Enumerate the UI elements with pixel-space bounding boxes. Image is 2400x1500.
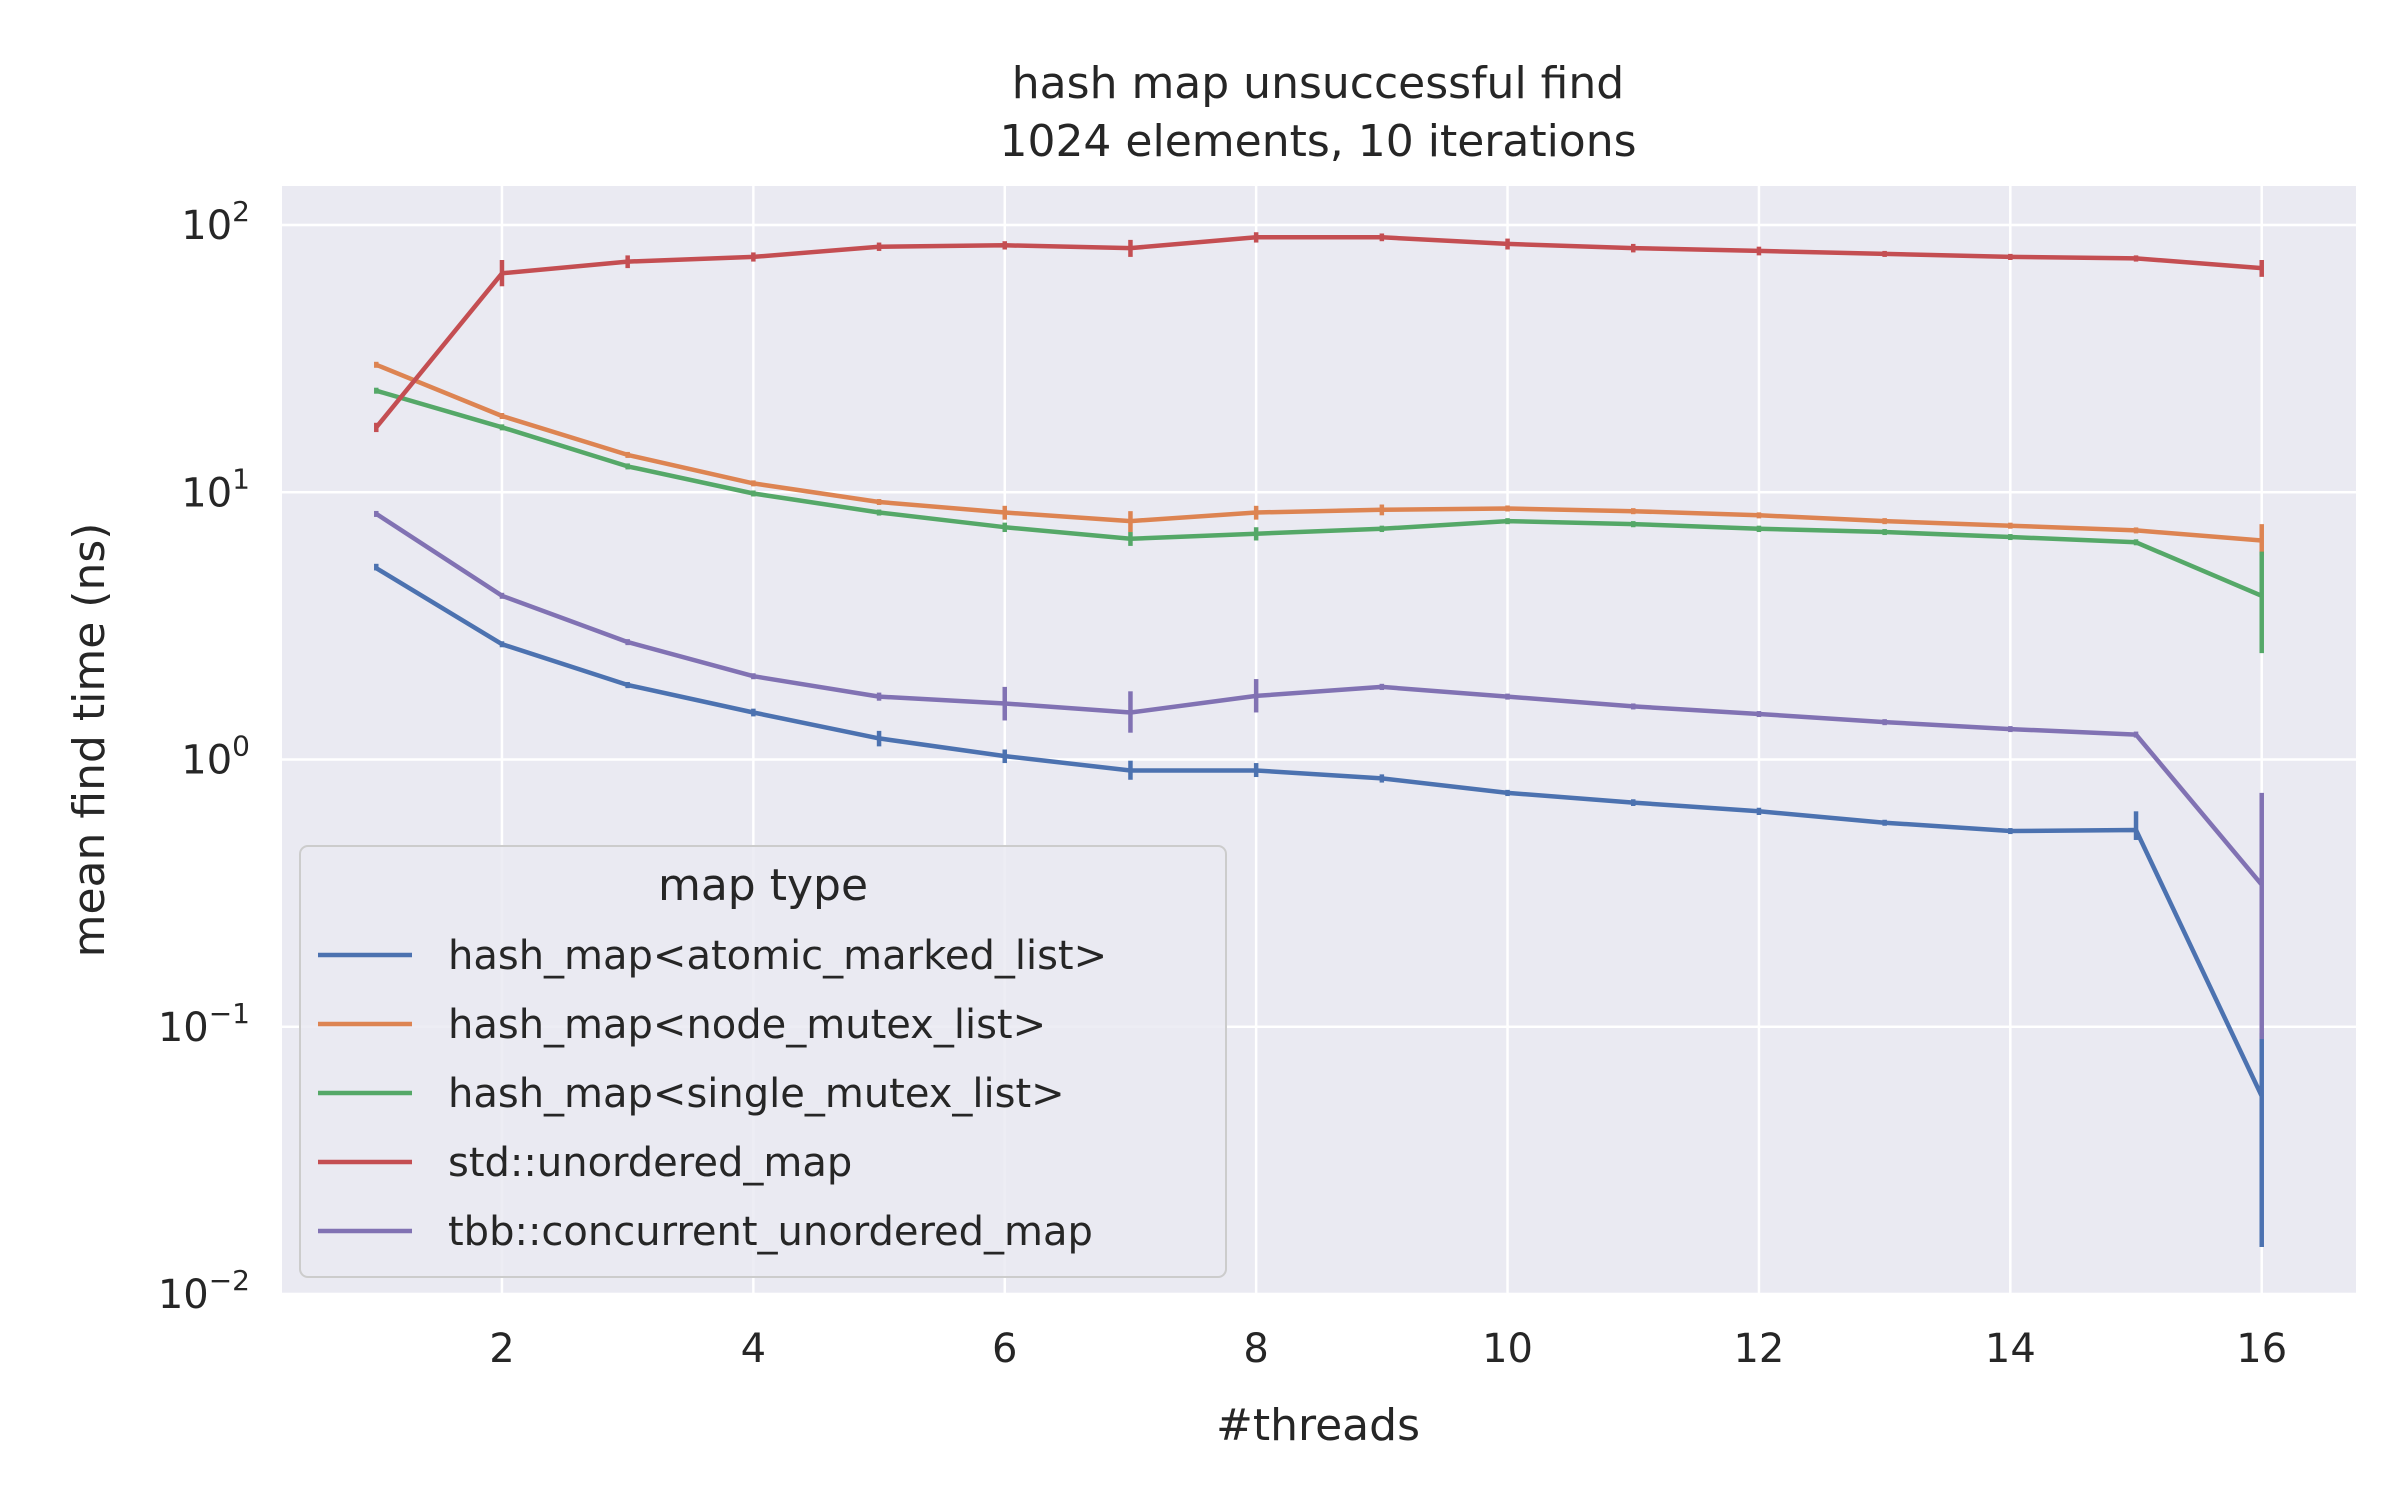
legend-label: hash_map<single_mutex_list>	[448, 1071, 1065, 1117]
series-group	[374, 510, 2264, 1039]
legend-label: hash_map<node_mutex_list>	[448, 1002, 1046, 1048]
series-line	[375, 362, 2262, 543]
y-tick-labels: 10−2 10−1 100 101 102	[158, 195, 250, 1318]
legend-items: hash_map<atomic_marked_list> hash_map<nod…	[318, 933, 1107, 1255]
series-line	[375, 388, 2263, 598]
legend-item: hash_map<node_mutex_list>	[318, 1002, 1046, 1048]
x-tick-label: 4	[741, 1326, 766, 1372]
x-tick-label: 12	[1733, 1326, 1784, 1372]
legend-label: std::unordered_map	[448, 1140, 852, 1186]
x-tick-label: 2	[489, 1326, 514, 1372]
chart-title: hash map unsuccessful find	[1012, 58, 1624, 109]
series-group	[374, 361, 2264, 556]
x-tick-label: 16	[2236, 1326, 2287, 1372]
y-tick-label: 10−2	[158, 1264, 250, 1318]
x-tick-labels: 2 4 6 8 10 12 14 16	[489, 1326, 2287, 1372]
x-tick-label: 8	[1243, 1326, 1268, 1372]
legend-item: std::unordered_map	[318, 1140, 852, 1186]
series-line	[375, 566, 2264, 1098]
series-group	[374, 232, 2264, 433]
x-axis-label: #threads	[1216, 1400, 1420, 1451]
legend-box	[299, 845, 1227, 1278]
y-axis-label: mean find time (ns)	[64, 523, 115, 958]
x-tick-label: 10	[1482, 1326, 1533, 1372]
series-line	[374, 235, 2262, 429]
legend-label: tbb::concurrent_unordered_map	[448, 1209, 1093, 1255]
x-tick-label: 6	[992, 1326, 1017, 1372]
x-tick-label: 14	[1985, 1326, 2036, 1372]
chart-subtitle: 1024 elements, 10 iterations	[999, 116, 1636, 167]
legend-label: hash_map<atomic_marked_list>	[448, 933, 1107, 979]
series-line	[375, 512, 2264, 887]
legend-item: tbb::concurrent_unordered_map	[318, 1209, 1093, 1255]
series-group	[374, 232, 2264, 1247]
legend-item: hash_map<single_mutex_list>	[318, 1071, 1065, 1117]
series-group	[374, 387, 2264, 654]
series-group	[374, 563, 2264, 1247]
y-tick-label: 101	[181, 462, 250, 516]
legend-title: map type	[658, 860, 868, 911]
y-tick-label: 100	[181, 730, 250, 784]
y-tick-label: 10−1	[158, 997, 250, 1051]
y-tick-label: 102	[181, 195, 250, 249]
legend: map type hash_map<atomic_marked_list>has…	[299, 845, 1227, 1278]
grid-lines	[282, 186, 2356, 1296]
legend-item: hash_map<atomic_marked_list>	[318, 933, 1107, 979]
